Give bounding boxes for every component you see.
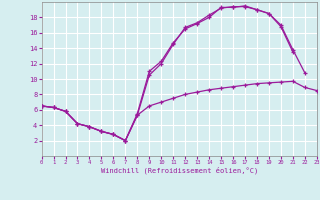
X-axis label: Windchill (Refroidissement éolien,°C): Windchill (Refroidissement éolien,°C) <box>100 167 258 174</box>
